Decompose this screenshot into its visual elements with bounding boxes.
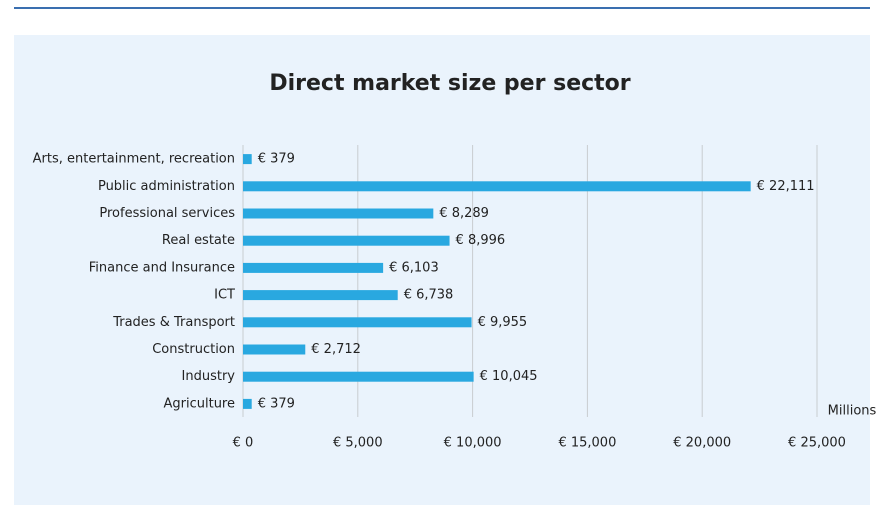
bar <box>243 154 252 165</box>
y-tick-label: Real estate <box>162 233 235 248</box>
x-tick-label: € 25,000 <box>788 436 846 451</box>
bar <box>243 371 474 382</box>
y-tick-label: Trades & Transport <box>112 315 235 330</box>
y-tick-label: Construction <box>152 342 235 357</box>
bar <box>243 262 384 273</box>
chart-title: Direct market size per sector <box>269 71 630 96</box>
value-label: € 2,712 <box>311 342 361 357</box>
y-tick-label: Professional services <box>99 206 235 221</box>
x-tick-label: € 15,000 <box>558 436 616 451</box>
y-tick-label: ICT <box>214 288 235 303</box>
x-tick-label: € 20,000 <box>673 436 731 451</box>
value-label: € 6,738 <box>404 288 454 303</box>
x-tick-label: € 0 <box>233 436 254 451</box>
y-tick-label: Public administration <box>98 179 235 194</box>
bar <box>243 235 450 246</box>
bar <box>243 208 434 219</box>
value-label: € 10,045 <box>480 369 538 384</box>
x-tick-label: € 5,000 <box>333 436 383 451</box>
value-label: € 22,111 <box>757 179 815 194</box>
x-tick-label: € 10,000 <box>444 436 502 451</box>
value-label: € 8,996 <box>456 233 506 248</box>
y-tick-label: Agriculture <box>164 396 236 411</box>
value-label: € 379 <box>258 152 295 167</box>
bar <box>243 181 751 192</box>
value-label: € 379 <box>258 396 295 411</box>
bar <box>243 290 398 301</box>
x-axis-label: Millions <box>828 404 877 419</box>
y-tick-label: Arts, entertainment, recreation <box>33 152 235 167</box>
bar <box>243 344 306 355</box>
value-label: € 9,955 <box>478 315 528 330</box>
value-label: € 6,103 <box>389 260 439 275</box>
bar <box>243 398 252 409</box>
panel <box>14 35 870 505</box>
y-tick-label: Industry <box>182 369 236 384</box>
value-label: € 8,289 <box>439 206 489 221</box>
y-tick-label: Finance and Insurance <box>89 260 235 275</box>
bar <box>243 317 472 328</box>
